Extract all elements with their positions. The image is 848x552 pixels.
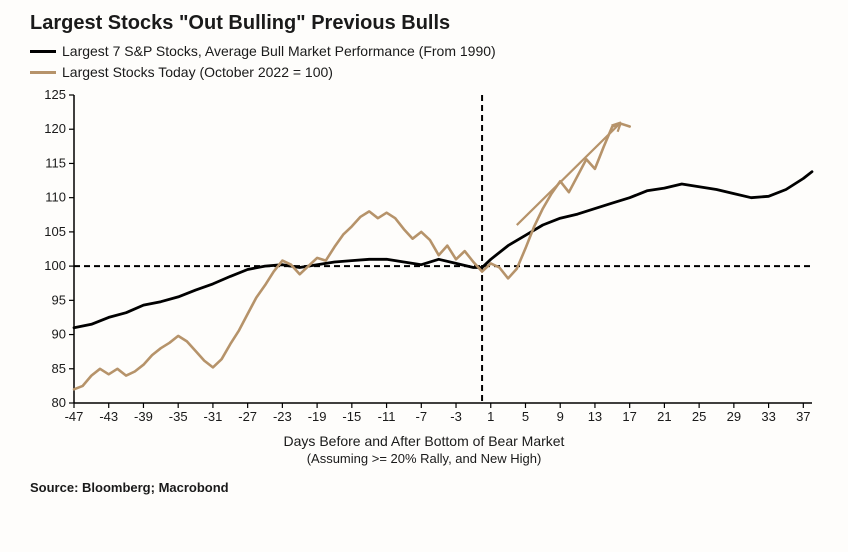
svg-text:1: 1: [487, 409, 494, 424]
svg-text:9: 9: [557, 409, 564, 424]
svg-text:-11: -11: [378, 409, 396, 424]
svg-text:-7: -7: [416, 409, 428, 424]
svg-text:100: 100: [44, 258, 66, 273]
svg-text:85: 85: [52, 361, 66, 376]
svg-text:115: 115: [45, 155, 66, 170]
svg-text:25: 25: [692, 409, 706, 424]
svg-text:-15: -15: [342, 409, 361, 424]
svg-text:80: 80: [52, 395, 66, 410]
svg-text:90: 90: [52, 327, 66, 342]
source-text: Source: Bloomberg; Macrobond: [30, 480, 818, 495]
chart-container: Largest Stocks "Out Bulling" Previous Bu…: [0, 0, 848, 552]
legend-item-today: Largest Stocks Today (October 2022 = 100…: [30, 62, 818, 83]
svg-text:-35: -35: [169, 409, 188, 424]
svg-text:17: 17: [622, 409, 636, 424]
legend: Largest 7 S&P Stocks, Average Bull Marke…: [30, 41, 818, 83]
svg-text:5: 5: [522, 409, 529, 424]
svg-text:-23: -23: [273, 409, 292, 424]
svg-text:-27: -27: [238, 409, 257, 424]
svg-text:21: 21: [657, 409, 671, 424]
svg-text:-19: -19: [308, 409, 327, 424]
svg-text:37: 37: [796, 409, 810, 424]
svg-text:-39: -39: [134, 409, 153, 424]
svg-text:-47: -47: [65, 409, 84, 424]
svg-text:95: 95: [52, 292, 66, 307]
legend-swatch-historical: [30, 50, 56, 53]
chart-title: Largest Stocks "Out Bulling" Previous Bu…: [30, 12, 818, 35]
x-axis-sublabel: (Assuming >= 20% Rally, and New High): [30, 451, 818, 466]
legend-swatch-today: [30, 71, 56, 74]
legend-label-today: Largest Stocks Today (October 2022 = 100…: [62, 62, 333, 83]
line-chart-svg: 80859095100105110115120125-47-43-39-35-3…: [30, 89, 818, 429]
legend-item-historical: Largest 7 S&P Stocks, Average Bull Marke…: [30, 41, 818, 62]
svg-text:29: 29: [727, 409, 741, 424]
legend-label-historical: Largest 7 S&P Stocks, Average Bull Marke…: [62, 41, 496, 62]
svg-text:125: 125: [44, 89, 66, 102]
x-axis-label: Days Before and After Bottom of Bear Mar…: [30, 433, 818, 449]
svg-text:13: 13: [588, 409, 602, 424]
plot-area: 80859095100105110115120125-47-43-39-35-3…: [30, 89, 818, 429]
svg-text:33: 33: [761, 409, 775, 424]
svg-text:120: 120: [44, 121, 66, 136]
svg-text:110: 110: [45, 190, 66, 205]
svg-text:105: 105: [44, 224, 66, 239]
svg-text:-3: -3: [450, 409, 462, 424]
svg-text:-43: -43: [99, 409, 118, 424]
svg-text:-31: -31: [204, 409, 223, 424]
